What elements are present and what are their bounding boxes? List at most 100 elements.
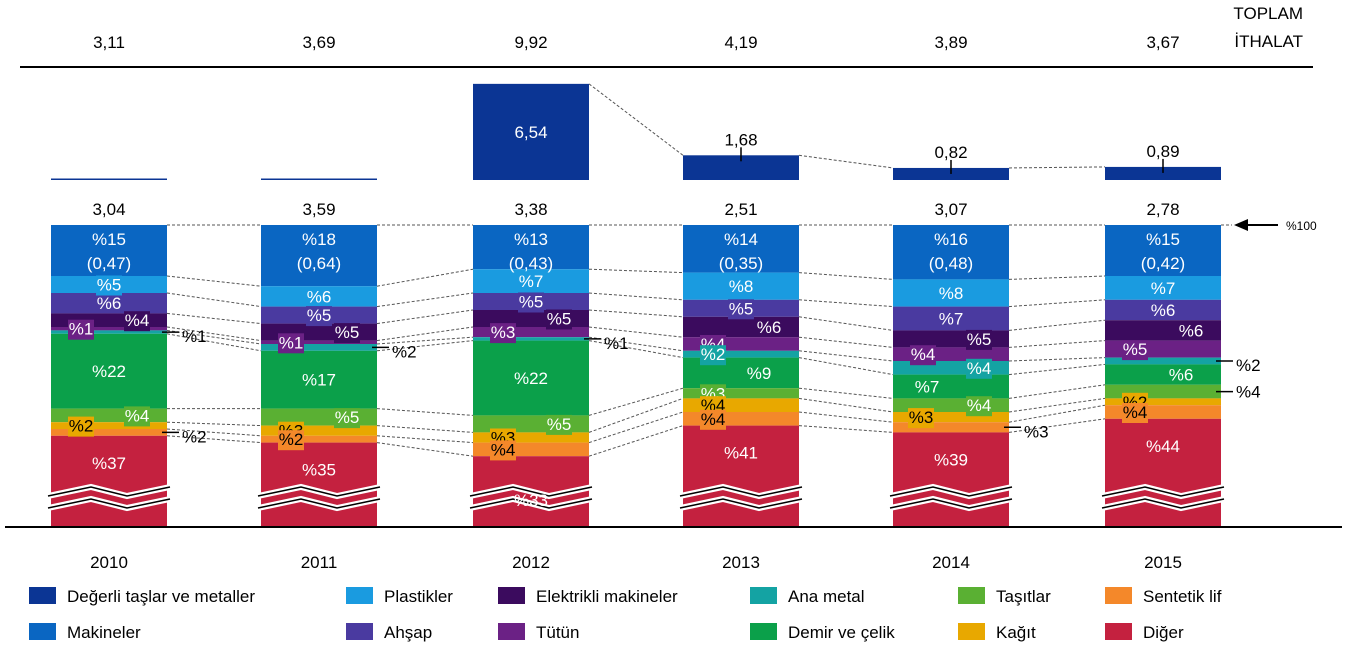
connector-line [166, 333, 262, 352]
axis-breaks [47, 483, 1225, 512]
connector-line [798, 387, 894, 399]
label-chip [278, 333, 304, 354]
precious-bar [473, 83, 589, 180]
legend-swatch [958, 587, 985, 604]
tasitlar-label: %4 [967, 396, 992, 415]
ahsap-bar [893, 306, 1009, 331]
connector-line [376, 309, 474, 325]
connector-line [588, 340, 684, 359]
total-import-label: 3,67 [1146, 33, 1179, 52]
elektrikli-bar [683, 316, 799, 338]
tasitlar-label: %5 [547, 415, 572, 434]
connector-lines [166, 83, 1232, 457]
sentetik-bar [261, 435, 377, 443]
sentetik-label: %4 [491, 440, 516, 459]
axis-break-edge [47, 486, 171, 497]
ahsap-label: %5 [519, 293, 544, 312]
makineler-sublabel: (0,35) [719, 254, 763, 273]
connector-line [588, 292, 684, 301]
makineler-label: %15 [92, 230, 126, 249]
tasitlar-label: %5 [335, 408, 360, 427]
label-chip [966, 358, 992, 379]
precious-label: 0,89 [1146, 142, 1179, 161]
legend-swatch [1105, 587, 1132, 604]
kagit-bar [1105, 398, 1221, 406]
axis-break-edge [47, 498, 171, 509]
rest-total-label: 3,59 [302, 200, 335, 219]
total-import-label: 4,19 [724, 33, 757, 52]
makineler-bar [1105, 225, 1221, 276]
connector-line [166, 435, 262, 444]
label-chip [1122, 403, 1148, 423]
plastikler-bar [683, 272, 799, 300]
diger-label: %39 [934, 450, 968, 469]
legend-label: Kağıt [996, 623, 1036, 642]
connector-line [798, 299, 894, 308]
tutun-label: %4 [911, 345, 936, 364]
tutun-label: %1 [279, 333, 304, 352]
sentetik-bar [51, 429, 167, 436]
makineler-sublabel: (0,64) [297, 254, 341, 273]
connector-line [376, 268, 474, 287]
tutun-label: %1 [69, 320, 94, 339]
ahsap-label: %5 [307, 306, 332, 325]
demir-bar [1105, 364, 1221, 385]
legend-label: Tütün [536, 623, 579, 642]
connector-line [166, 312, 262, 325]
label-chip [68, 416, 94, 437]
connector-line [798, 425, 894, 433]
connector-line [376, 292, 474, 308]
total-labels: 3,11 3,04 3,69 3,59 9,92 3,38 4,19 2,51 3,89 3,07… [92, 33, 1179, 219]
anametal-bar [261, 344, 377, 351]
tutun-bar [51, 327, 167, 331]
connector-line [1008, 404, 1106, 423]
rest-total-label: 2,51 [724, 200, 757, 219]
connector-line [376, 425, 474, 433]
elektrikli-label: %4 [125, 311, 150, 330]
connector-line [1008, 319, 1106, 331]
plastikler-label: %8 [939, 284, 964, 303]
label-chip [518, 292, 544, 313]
kagit-bar [893, 412, 1009, 423]
makineler-sublabel: (0,47) [87, 254, 131, 273]
connector-line [1008, 418, 1106, 433]
legend-swatch [498, 587, 525, 604]
ahsap-label: %6 [97, 294, 122, 313]
connector-line [1008, 340, 1106, 348]
connector-line [798, 350, 894, 362]
label-chip [966, 396, 992, 417]
elektrikli-label: %6 [1179, 321, 1204, 340]
label-chip [490, 323, 516, 344]
kagit-bar [473, 432, 589, 443]
makineler-bar [893, 225, 1009, 280]
anametal-bar [473, 337, 589, 341]
rest-total-label: 3,38 [514, 200, 547, 219]
diger-bar [893, 432, 1009, 527]
diger-label: %33 [514, 491, 548, 510]
axis-break-edge [469, 486, 593, 497]
callout-label: %1 [182, 327, 207, 346]
anametal-bar [51, 330, 167, 334]
ahsap-label: %7 [939, 310, 964, 329]
connector-line [588, 309, 684, 318]
legend-swatch [750, 587, 777, 604]
connector-line [376, 340, 474, 352]
demir-bar [473, 340, 589, 416]
connector-line [798, 272, 894, 280]
legend-swatch [958, 623, 985, 640]
connector-line [798, 397, 894, 413]
demir-bar [261, 350, 377, 409]
legend-label: Ahşap [384, 623, 432, 642]
tutun-bar [261, 340, 377, 344]
diger-bar [261, 442, 377, 527]
sentetik-label: %4 [1123, 403, 1148, 422]
label-chip [966, 329, 992, 350]
connector-line [166, 421, 262, 427]
precious-bar [1105, 166, 1221, 180]
rest-total-label: 3,07 [934, 200, 967, 219]
makineler-label: %16 [934, 230, 968, 249]
year-label: 2015 [1144, 553, 1182, 572]
legend-label: Sentetik lif [1143, 587, 1222, 606]
precious-connector [798, 154, 894, 169]
